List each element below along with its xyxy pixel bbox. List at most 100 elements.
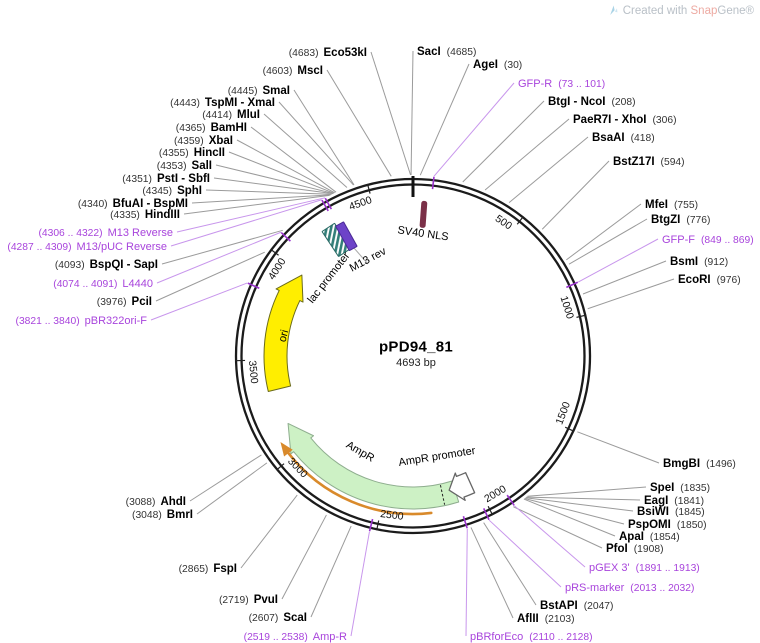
- site-label: (4353) SalI: [157, 160, 212, 172]
- site-label: EcoRI (976): [678, 274, 741, 286]
- ring-tick-label: 3500: [246, 360, 260, 385]
- leader-line-eagi: [526, 496, 641, 501]
- site-label: (4365) BamHI: [176, 122, 247, 134]
- ring-tick: [366, 183, 371, 194]
- leader-line-btgzi: [568, 218, 648, 265]
- leader-line-psti-sbfi: [213, 177, 334, 195]
- site-label: BsiWI (1845): [637, 506, 705, 518]
- site-label: PspOMI (1850): [628, 519, 707, 531]
- leader-line-hincii: [228, 151, 335, 194]
- site-label: MfeI (755): [645, 199, 698, 211]
- feature-label-ori: ori: [277, 329, 292, 344]
- leader-line-paer7i-xhoi: [484, 118, 570, 191]
- leader-line-fspi: [240, 494, 298, 569]
- leader-line-xbai: [236, 139, 335, 194]
- leader-line-agei: [419, 63, 470, 176]
- site-label: (4351) PstI - SbfI: [122, 173, 210, 185]
- site-label: BsmI (912): [670, 256, 728, 268]
- ring-tick: [376, 520, 380, 531]
- leader-line-pvui: [281, 514, 327, 600]
- leader-line-bsmi: [582, 260, 667, 295]
- leader-line-bsiwi: [525, 497, 634, 512]
- features-layer: [263, 200, 476, 516]
- site-label: (3048) BmrI: [132, 509, 193, 521]
- leader-line-msci: [326, 69, 392, 177]
- site-label: (4683) Eco53kI: [289, 47, 367, 59]
- feature-sv40-nls: [419, 200, 428, 228]
- site-label: (4093) BspQI - SapI: [55, 259, 158, 271]
- ring-tick: [270, 248, 279, 256]
- site-label: (3088) AhdI: [126, 496, 186, 508]
- leader-line-mfei: [566, 203, 642, 261]
- leader-line-pgex-3-: [514, 505, 586, 568]
- site-label: BmgBI (1496): [663, 458, 736, 470]
- leader-line-saci: [410, 50, 414, 176]
- site-label: (4603) MscI: [263, 65, 323, 77]
- snapgene-icon-shape2: [614, 8, 618, 13]
- leader-line-spei: [527, 486, 647, 497]
- feature-label-ampr: AmpR: [344, 439, 377, 465]
- leader-line-scai: [310, 525, 352, 618]
- site-label: pGEX 3' (1891 .. 1913): [589, 562, 700, 574]
- leader-line-bstz17i: [541, 160, 610, 230]
- feature-ampr-orf-head: [280, 441, 293, 457]
- snapgene-icon: [609, 5, 618, 15]
- site-label: (4074 .. 4091) L4440: [53, 278, 153, 290]
- feature-ampr-promoter: [448, 472, 476, 502]
- site-label: GFP-F (849 .. 869): [662, 234, 754, 246]
- site-label: GFP-R (73 .. 101): [518, 78, 605, 90]
- ring-tick: [516, 216, 524, 225]
- ring-tick-label: 4000: [266, 256, 289, 282]
- site-label: (2607) ScaI: [249, 612, 307, 624]
- site-label: (4445) SmaI: [228, 85, 290, 97]
- leader-line-ahdi: [189, 454, 262, 502]
- site-label: (4287 .. 4309) M13/pUC Reverse: [7, 241, 167, 253]
- site-label: (4443) TspMI - XmaI: [170, 97, 275, 109]
- leader-line-pcii: [155, 251, 265, 302]
- feature-label-ampr-promoter: AmpR promoter: [398, 445, 477, 469]
- feature-m13-rev: [335, 221, 358, 252]
- site-label: (4359) XbaI: [174, 135, 233, 147]
- leader-line-amp-r: [350, 531, 370, 637]
- leader-line-bfuai-bspmi: [191, 194, 331, 204]
- watermark-text: Created with SnapGene®: [622, 4, 754, 17]
- site-label: (2865) FspI: [179, 563, 237, 575]
- leader-line-btgi-ncoi: [462, 100, 545, 183]
- site-label: (4335) HindIII: [110, 209, 180, 221]
- site-label: (4340) BfuAI - BspMI: [78, 198, 188, 210]
- snapgene-watermark: Created with SnapGene®: [606, 4, 754, 17]
- site-label: (4414) MluI: [202, 109, 260, 121]
- site-label: BtgZI (776): [651, 214, 710, 226]
- leader-line-pfoi: [513, 506, 603, 549]
- primer-mark: [462, 516, 468, 529]
- plasmid-name: pPD94_81: [378, 338, 454, 356]
- site-label: pBRforEco (2110 .. 2128): [470, 631, 593, 643]
- ring-tick-label: 2500: [379, 508, 404, 523]
- leader-line-m13-reverse: [176, 197, 326, 233]
- ring-tick: [564, 426, 575, 432]
- primer-mark: [482, 508, 490, 521]
- leader-line-sphi: [205, 189, 332, 195]
- ring-tick: [487, 505, 494, 516]
- site-label: (3976) PciI: [97, 296, 152, 308]
- site-label: PfoI (1908): [606, 543, 664, 555]
- feature-label-lac-promoter: lac promoter: [305, 250, 352, 306]
- leader-line-bamhi: [250, 126, 337, 193]
- leader-line-aflii: [470, 527, 514, 619]
- primer-mark: [566, 281, 579, 289]
- leader-line-pbr322ori-f: [150, 282, 248, 321]
- leader-line-pbrforeco: [465, 528, 468, 637]
- leader-line-bmgbi: [577, 431, 660, 464]
- feature-ampr: [287, 422, 460, 510]
- primer-mark: [431, 176, 435, 190]
- leader-line-smai: [293, 89, 355, 186]
- leader-line-l4440: [156, 231, 282, 284]
- labels-layer: 50010001500200025003000350040004500(4683…: [7, 46, 753, 643]
- ring-tick-label: 1000: [558, 295, 577, 321]
- feature-label-sv40-nls: SV40 NLS: [397, 224, 450, 243]
- site-label: BstAPI (2047): [540, 600, 613, 612]
- leader-line-bspqi-sapi: [161, 229, 283, 265]
- ring-tick: [576, 314, 587, 318]
- leader-line-gfp-f: [577, 238, 659, 283]
